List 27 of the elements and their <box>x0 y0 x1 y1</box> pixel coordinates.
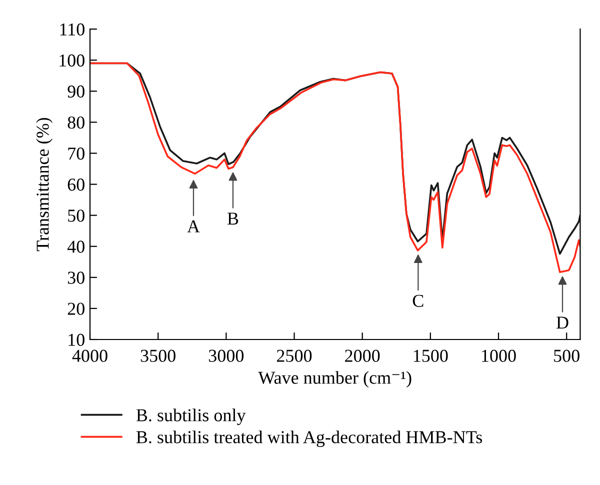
y-tick-label: 50 <box>68 210 84 222</box>
y-tick-label: 80 <box>68 116 84 129</box>
legend-label: B. subtilis only <box>136 408 246 426</box>
y-tick-label: 10 <box>68 334 84 346</box>
x-tick-label: 3500 <box>140 350 176 362</box>
x-tick-label: 1000 <box>482 350 516 362</box>
annotation: B <box>227 212 238 225</box>
y-tick-label: 70 <box>68 148 84 160</box>
x-tick-label: 2000 <box>345 350 380 362</box>
annotation: A <box>187 220 200 232</box>
y-tick-label: 100 <box>60 54 84 67</box>
y-tick-label: 30 <box>68 272 84 284</box>
x-tick-label: 1500 <box>414 350 448 362</box>
x-tick-label: 4000 <box>72 350 108 362</box>
x-tick-label: 500 <box>554 350 580 362</box>
y-tick-label: 40 <box>67 240 84 253</box>
y-tick-label: 110 <box>60 23 84 36</box>
y-tick-label: 20 <box>68 302 84 315</box>
y-tick-label: 60 <box>68 178 84 191</box>
y-tick-label: 90 <box>68 85 84 98</box>
annotation: D <box>556 316 568 329</box>
x-tick-label: 3000 <box>208 350 244 362</box>
legend-label: B. subtilis treated with Ag-decorated HMB-NTs <box>136 430 482 448</box>
annotation: C <box>412 294 424 307</box>
x-tick-label: 2500 <box>276 350 312 362</box>
x-axis-title: Wave number (cm⁻¹) <box>258 371 412 388</box>
y-axis-title: Transmittance (%) <box>36 118 52 252</box>
